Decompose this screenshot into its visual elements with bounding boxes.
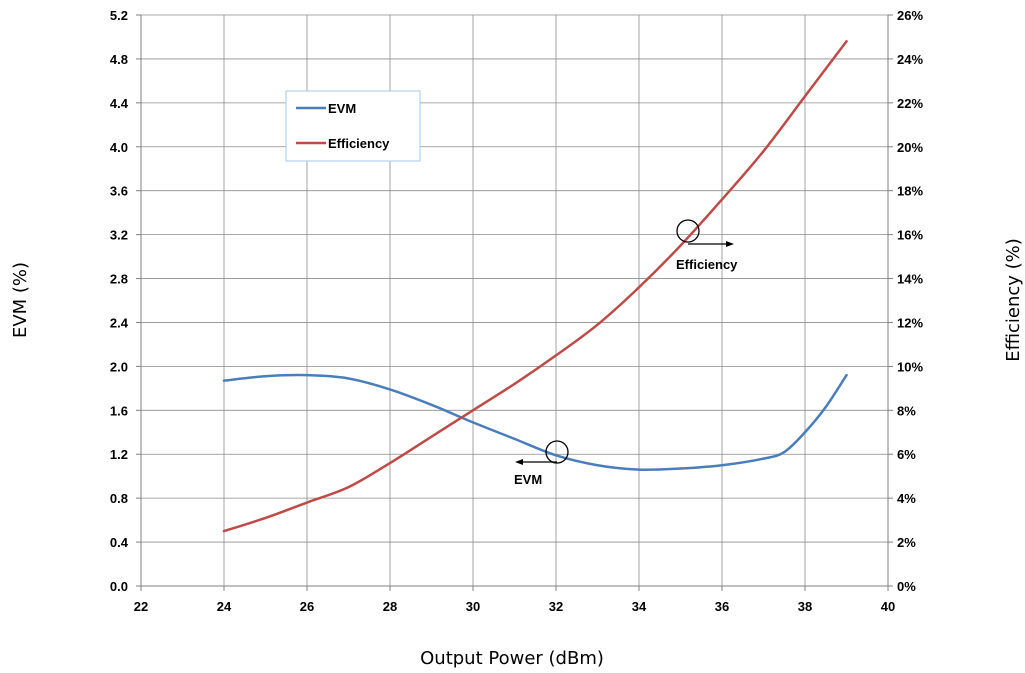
x-axis-title: Output Power (dBm) [420,648,604,669]
data-point-efficiency [264,517,266,519]
x-tick-label: 38 [798,599,812,614]
legend-label-efficiency: Efficiency [328,136,390,151]
data-point-efficiency [762,150,764,152]
y-right-tick-labels: 0% 2% 4% 6% 8% 10% 12% 14% 16% 18% 20% 22% 24% 26% [888,8,923,594]
x-tick-label: 22 [134,599,148,614]
data-point-evm [430,404,432,406]
series-line-evm [224,375,847,470]
data-point-evm [306,374,308,376]
y-right-tick-label: 16% [897,228,923,243]
y-right-tick-label: 2% [897,535,916,550]
annotation-evm-arrowhead [515,459,523,465]
data-point-efficiency [555,354,557,356]
annotation-efficiency-arrowhead [726,241,734,247]
annotation-efficiency-label: Efficiency [676,257,738,272]
data-point-evm [264,375,266,377]
y-right-tick-label: 4% [897,491,916,506]
data-point-evm [347,377,349,379]
data-point-evm [596,464,598,466]
y-left-tick-label: 2.4 [110,315,129,330]
data-point-evm [845,374,847,376]
y-left-tick-label: 2.0 [110,359,128,374]
annotation-evm-label: EVM [514,472,542,487]
x-tick-label: 28 [383,599,397,614]
y-left-tick-label: 3.2 [110,228,128,243]
y-right-tick-label: 24% [897,52,923,67]
data-point-efficiency [472,409,474,411]
y-left-tick-label: 1.2 [110,447,128,462]
y-left-tick-label: 1.6 [110,403,128,418]
data-point-efficiency [845,40,847,42]
y-right-tick-label: 10% [897,359,923,374]
y-right-tick-label: 22% [897,96,923,111]
x-tick-label: 34 [632,599,647,614]
data-point-evm [555,454,557,456]
y-right-tick-label: 14% [897,272,923,287]
y-right-axis-title: Efficiency (%) [1003,238,1024,362]
y-left-tick-label: 0.8 [110,491,128,506]
plot-frame [141,15,888,586]
y-right-tick-label: 6% [897,447,916,462]
x-tick-label: 32 [549,599,563,614]
y-right-tick-label: 18% [897,184,923,199]
x-tick-label: 26 [300,599,314,614]
legend-label-evm: EVM [328,101,356,116]
data-point-evm [472,421,474,423]
data-point-efficiency [223,530,225,532]
y-left-tick-label: 3.6 [110,184,128,199]
annotation-efficiency: Efficiency [676,220,738,272]
data-point-evm [513,438,515,440]
y-left-tick-labels: 0.0 0.4 0.8 1.2 1.6 2.0 2.4 2.8 3.2 3.6 4.0 4.4 4.8 5… [110,8,141,594]
data-point-evm [762,457,764,459]
data-point-efficiency [347,486,349,488]
data-point-efficiency [679,244,681,246]
y-right-tick-label: 8% [897,403,916,418]
y-left-tick-label: 5.2 [110,8,128,23]
y-right-tick-label: 26% [897,8,923,23]
data-point-efficiency [513,383,515,385]
data-point-evm [783,451,785,453]
y-left-tick-label: 4.0 [110,140,128,155]
data-point-evm [804,431,806,433]
data-point-evm [223,379,225,381]
y-left-tick-label: 4.4 [110,96,129,111]
data-point-efficiency [638,286,640,288]
legend: EVM Efficiency [286,91,420,161]
data-point-evm [679,467,681,469]
y-right-tick-label: 20% [897,140,923,155]
data-point-efficiency [306,501,308,503]
annotation-evm: EVM [514,441,568,487]
y-left-tick-label: 0.0 [110,579,128,594]
x-tick-label: 30 [466,599,480,614]
x-tick-label: 24 [217,599,232,614]
data-point-evm [389,388,391,390]
y-right-tick-label: 12% [897,315,923,330]
x-tick-labels: 22 24 26 28 30 32 34 36 38 40 [134,586,895,614]
y-left-tick-label: 4.8 [110,52,128,67]
data-point-efficiency [430,435,432,437]
data-point-efficiency [721,198,723,200]
y-left-tick-label: 0.4 [110,535,129,550]
grid-lines [141,15,888,586]
data-point-evm [825,406,827,408]
data-point-evm [638,468,640,470]
data-point-evm [721,464,723,466]
data-point-efficiency [804,95,806,97]
data-point-efficiency [389,462,391,464]
data-point-efficiency [596,323,598,325]
y-left-tick-label: 2.8 [110,272,128,287]
y-left-axis-title: EVM (%) [10,262,31,338]
x-tick-label: 40 [881,599,895,614]
x-tick-label: 36 [715,599,729,614]
y-right-tick-label: 0% [897,579,916,594]
